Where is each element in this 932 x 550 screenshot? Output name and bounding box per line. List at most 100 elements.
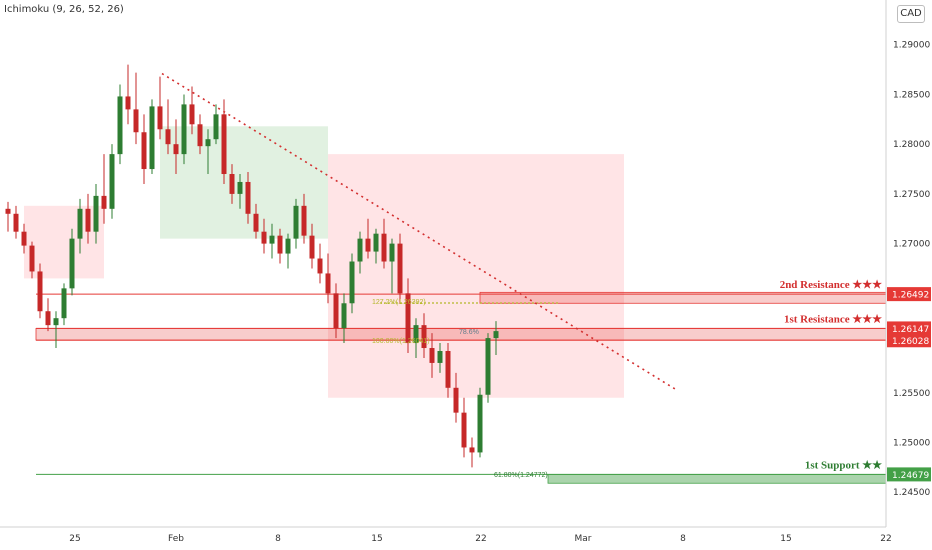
candle-body-51 xyxy=(413,325,419,344)
candle-body-61 xyxy=(493,331,499,339)
x-tick-label-4: 22 xyxy=(475,534,486,544)
price-tag-sup1 xyxy=(887,467,931,482)
candle-body-25 xyxy=(205,139,211,147)
candle-body-56 xyxy=(453,387,459,413)
candle-body-21 xyxy=(173,144,179,155)
candle-body-47 xyxy=(381,233,387,262)
x-tick-label-2: 8 xyxy=(275,534,281,544)
candle-body-17 xyxy=(141,132,147,170)
candle-body-38 xyxy=(309,235,315,259)
candle-body-27 xyxy=(221,114,227,175)
candle-body-35 xyxy=(285,238,291,254)
candle-body-1 xyxy=(13,213,19,232)
fib-label-786: 78.6% xyxy=(459,329,479,336)
level-label-sup1: 1st Support ★★ xyxy=(805,459,882,471)
candle-body-0 xyxy=(5,208,11,214)
candle-body-31 xyxy=(253,213,259,232)
candle-body-28 xyxy=(229,174,235,194)
candle-body-58 xyxy=(469,447,475,453)
price-tag-text-res1: 1.26147 xyxy=(892,325,929,335)
x-tick-label-3: 15 xyxy=(371,534,382,544)
candle-body-19 xyxy=(157,106,163,130)
candle-body-22 xyxy=(181,104,187,155)
candle-body-30 xyxy=(245,181,251,214)
level-band-sup1 xyxy=(547,473,887,484)
candle-body-45 xyxy=(365,238,371,252)
ichimoku-cloud-2 xyxy=(328,154,624,398)
candle-body-2 xyxy=(21,231,27,246)
candle-body-24 xyxy=(197,124,203,147)
x-tick-label-0: 25 xyxy=(69,534,80,544)
trendline xyxy=(161,72,679,392)
fib-label-100: 100.00%(1.26041) xyxy=(372,338,430,345)
x-tick-label-1: Feb xyxy=(168,534,184,544)
candle-body-42 xyxy=(341,303,347,329)
x-tick-label-8: 22 xyxy=(880,534,891,544)
y-tick-label-2: 1.28000 xyxy=(893,140,930,150)
level-label-res1: 1st Resistance ★★★ xyxy=(784,313,882,325)
indicator-label[interactable]: Ichimoku (9, 26, 52, 26) xyxy=(4,4,124,15)
candle-body-46 xyxy=(373,233,379,252)
candle-body-48 xyxy=(389,243,395,262)
y-tick-label-7: 1.25500 xyxy=(893,389,930,399)
x-tick-label-6: 8 xyxy=(680,534,686,544)
candle-body-59 xyxy=(477,394,483,453)
candle-body-9 xyxy=(77,208,83,239)
candle-body-43 xyxy=(349,261,355,304)
candle-body-33 xyxy=(269,235,275,244)
price-tag-res1 xyxy=(887,321,931,336)
ichimoku-cloud-1 xyxy=(160,126,328,239)
y-tick-label-1: 1.28500 xyxy=(893,90,930,100)
candle-body-6 xyxy=(53,318,59,326)
candle-body-5 xyxy=(45,311,51,326)
price-tag-mid xyxy=(887,333,931,348)
y-tick-label-4: 1.27000 xyxy=(893,240,930,250)
candle-body-34 xyxy=(277,235,283,254)
candle-body-32 xyxy=(261,231,267,244)
candle-body-52 xyxy=(421,325,427,349)
candle-body-60 xyxy=(485,338,491,395)
candle-body-36 xyxy=(293,205,299,239)
candle-body-7 xyxy=(61,288,67,319)
candle-body-50 xyxy=(405,293,411,344)
price-tag-text-res2: 1.26492 xyxy=(892,291,929,301)
candle-body-3 xyxy=(29,245,35,272)
candle-body-37 xyxy=(301,205,307,236)
candle-body-10 xyxy=(85,208,91,232)
candle-body-26 xyxy=(213,114,219,140)
candle-body-44 xyxy=(357,238,363,262)
candle-body-49 xyxy=(397,243,403,294)
candle-body-57 xyxy=(461,412,467,448)
candle-body-29 xyxy=(237,181,243,194)
candle-body-4 xyxy=(37,271,43,312)
candle-body-23 xyxy=(189,104,195,125)
fib-label-127: 127.2%(1.26392) xyxy=(372,299,426,306)
candle-body-41 xyxy=(333,293,339,329)
candle-body-12 xyxy=(101,195,107,209)
ichimoku-cloud-0 xyxy=(24,205,104,279)
fib-label-618: 61.80%(1.24772) xyxy=(494,472,548,479)
x-tick-label-7: 15 xyxy=(780,534,791,544)
candle-body-11 xyxy=(93,195,99,232)
x-tick-label-5: Mar xyxy=(575,534,592,544)
currency-badge[interactable]: CAD xyxy=(897,5,925,23)
candle-body-53 xyxy=(429,348,435,363)
y-tick-label-3: 1.27500 xyxy=(893,190,930,200)
price-tag-res2 xyxy=(887,287,931,302)
price-axis xyxy=(886,0,932,550)
candle-body-40 xyxy=(325,273,331,294)
y-tick-label-9: 1.24500 xyxy=(893,488,930,498)
price-tag-text-sup1: 1.24679 xyxy=(892,471,929,481)
candle-body-20 xyxy=(165,129,171,145)
candle-body-14 xyxy=(117,96,123,155)
candle-body-8 xyxy=(69,238,75,289)
candle-body-16 xyxy=(133,109,139,133)
candle-body-54 xyxy=(437,351,443,363)
candle-body-18 xyxy=(149,106,155,170)
candle-body-39 xyxy=(317,258,323,274)
y-tick-label-0: 1.29000 xyxy=(893,41,930,51)
y-tick-label-8: 1.25000 xyxy=(893,438,930,448)
time-axis xyxy=(0,527,932,550)
